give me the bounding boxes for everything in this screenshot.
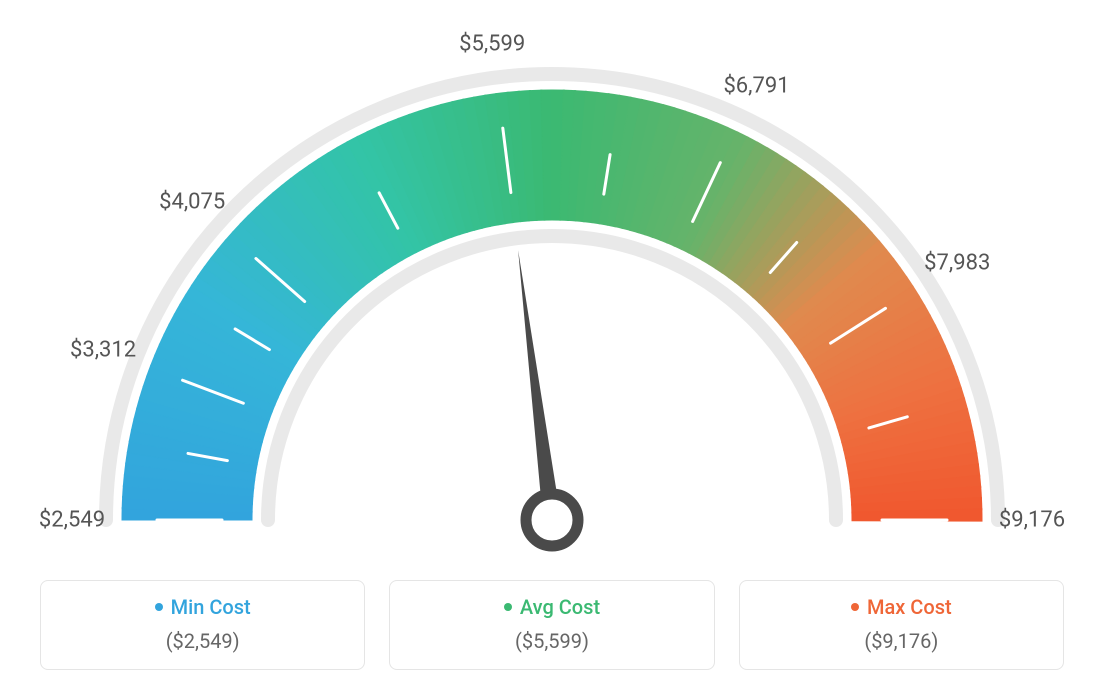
legend-row: Min Cost ($2,549) Avg Cost ($5,599) Max … bbox=[0, 580, 1104, 670]
tick-label: $9,176 bbox=[999, 508, 1065, 533]
tick-label: $6,791 bbox=[723, 73, 789, 98]
legend-title-avg: Avg Cost bbox=[504, 595, 600, 619]
tick-label: $3,312 bbox=[70, 338, 136, 363]
legend-value-min: ($2,549) bbox=[51, 629, 354, 653]
gauge-area: $2,549 $3,312 $4,075 $5,599 $6,791 $7,983 $9,1… bbox=[0, 0, 1104, 560]
dot-icon-min bbox=[155, 603, 163, 611]
legend-title-text-avg: Avg Cost bbox=[520, 595, 600, 619]
tick-label: $5,599 bbox=[459, 31, 525, 56]
legend-title-min: Min Cost bbox=[155, 595, 251, 619]
legend-card-max: Max Cost ($9,176) bbox=[739, 580, 1064, 670]
dot-icon-avg bbox=[504, 603, 512, 611]
legend-title-max: Max Cost bbox=[851, 595, 952, 619]
tick-label: $7,983 bbox=[924, 250, 990, 275]
legend-value-max: ($9,176) bbox=[750, 629, 1053, 653]
legend-card-avg: Avg Cost ($5,599) bbox=[389, 580, 714, 670]
legend-title-text-max: Max Cost bbox=[867, 595, 952, 619]
gauge-svg bbox=[0, 0, 1104, 560]
tick-label: $4,075 bbox=[159, 190, 225, 215]
chart-container: $2,549 $3,312 $4,075 $5,599 $6,791 $7,983 $9,1… bbox=[0, 0, 1104, 690]
legend-value-avg: ($5,599) bbox=[400, 629, 703, 653]
dot-icon-max bbox=[851, 603, 859, 611]
legend-title-text-min: Min Cost bbox=[171, 595, 251, 619]
legend-card-min: Min Cost ($2,549) bbox=[40, 580, 365, 670]
tick-label: $2,549 bbox=[39, 508, 105, 533]
